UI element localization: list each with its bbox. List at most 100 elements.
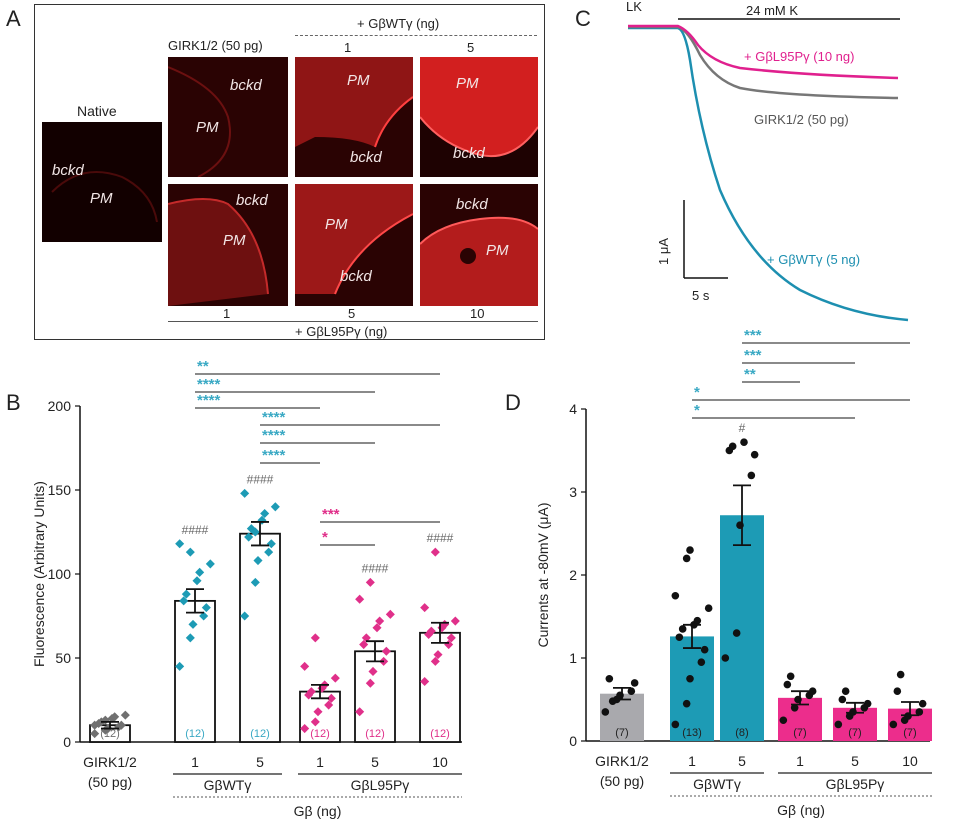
data-point xyxy=(841,687,850,695)
wt-dose-1: 1 xyxy=(344,40,352,55)
significance-label: ** xyxy=(744,366,756,383)
wt1-top-bckd: bckd xyxy=(350,149,382,166)
data-point xyxy=(740,438,748,446)
y-tick-label: 150 xyxy=(48,482,72,498)
data-point xyxy=(750,450,759,459)
data-point xyxy=(915,708,924,716)
data-point xyxy=(355,594,365,604)
lk-label: LK xyxy=(626,0,642,14)
micrograph-wt1-top: PM bckd xyxy=(295,57,413,177)
hash-label: # xyxy=(739,421,746,435)
trace-l95 xyxy=(628,24,899,80)
l95-10-bckd: bckd xyxy=(456,196,488,213)
bar xyxy=(239,532,281,743)
data-point xyxy=(704,604,713,612)
chart-d: 0 1 2 3 4 Currents at -80mV (μA) (7) (13) (8) # (7… xyxy=(535,330,932,818)
data-point xyxy=(675,633,684,642)
data-point xyxy=(682,699,691,708)
group-wt-label: GβWTγ xyxy=(204,777,252,793)
data-point xyxy=(365,577,375,587)
l95-5-bckd: bckd xyxy=(340,268,372,285)
micrograph-l95-1: bckd PM xyxy=(168,184,288,306)
data-point xyxy=(310,717,320,727)
data-point xyxy=(834,720,843,729)
panel-c-letter: C xyxy=(575,6,591,31)
data-point xyxy=(324,700,334,710)
k-label: 24 mM K xyxy=(746,3,799,18)
y-tick-label: 1 xyxy=(569,650,577,666)
data-point xyxy=(446,633,456,643)
l95-dose-5: 5 xyxy=(348,306,356,321)
significance-label: *** xyxy=(322,506,340,523)
panel-d-letter: D xyxy=(505,390,521,415)
panel-c-traces xyxy=(628,18,909,322)
data-point xyxy=(693,616,702,625)
micrograph-girk-top: bckd PM xyxy=(168,57,288,177)
l95-5-pm: PM xyxy=(325,216,348,233)
n-label: (12) xyxy=(365,728,385,740)
data-point xyxy=(192,576,202,586)
significance-label: * xyxy=(694,384,700,401)
data-point xyxy=(838,695,847,704)
girk-top-pm: PM xyxy=(196,119,219,136)
native-label: Native xyxy=(77,103,117,119)
wt-trace-label: + GβWTγ (5 ng) xyxy=(767,252,861,267)
y-tick-label: 3 xyxy=(569,484,577,500)
chart-b: 0 50 100 150 200 Fluorescence (Arbitrary Unit… xyxy=(31,358,462,819)
n-label: (13) xyxy=(682,727,702,739)
data-point xyxy=(728,442,737,451)
y-tick-label: 50 xyxy=(55,650,71,666)
data-point xyxy=(310,633,320,643)
n-label: (7) xyxy=(903,727,916,739)
native-bckd-label: bckd xyxy=(52,162,84,179)
l95-dose-10: 10 xyxy=(470,306,485,321)
data-point xyxy=(893,687,902,695)
data-point xyxy=(313,707,323,717)
data-point xyxy=(779,716,788,725)
scale-y-label: 1 μA xyxy=(656,237,672,266)
data-point xyxy=(300,661,310,671)
control-label-line2: (50 pg) xyxy=(600,773,644,789)
x-axis-label: Gβ (ng) xyxy=(777,802,825,818)
data-point xyxy=(205,559,215,569)
micrograph-native: bckd PM xyxy=(42,122,162,242)
control-label-line2: (50 pg) xyxy=(88,774,132,790)
data-point xyxy=(372,623,382,633)
data-point xyxy=(678,625,687,633)
wt1-top-pm: PM xyxy=(347,72,370,89)
n-label: (12) xyxy=(185,728,205,740)
data-point xyxy=(326,693,336,703)
data-point xyxy=(361,633,371,643)
data-point xyxy=(375,616,385,626)
hash-label: #### xyxy=(182,523,209,537)
native-pm-label: PM xyxy=(90,190,113,207)
scale-x-label: 5 s xyxy=(692,288,710,303)
data-point xyxy=(240,611,250,621)
micrograph-wt5-top: PM bckd xyxy=(420,57,538,177)
hash-label: #### xyxy=(427,531,454,545)
n-label: (12) xyxy=(100,728,120,740)
wt-dose-5: 5 xyxy=(467,40,475,55)
n-label: (12) xyxy=(430,728,450,740)
y-axis-label: Fluorescence (Arbitrary Units) xyxy=(31,481,47,667)
n-label: (7) xyxy=(848,727,861,739)
girk-label: GIRK1/2 (50 pg) xyxy=(168,38,263,53)
y-tick-label: 4 xyxy=(569,401,577,417)
bar xyxy=(720,515,764,741)
data-point xyxy=(790,704,799,712)
bar xyxy=(419,631,461,743)
data-point xyxy=(175,661,185,671)
n-label: (7) xyxy=(615,727,628,739)
data-point xyxy=(185,547,195,557)
wt5-top-bckd: bckd xyxy=(453,145,485,162)
x-tick-label: 1 xyxy=(191,754,199,770)
wt-header-line xyxy=(295,35,537,36)
trace-girk xyxy=(628,25,899,100)
data-point xyxy=(430,547,440,557)
significance-label: **** xyxy=(262,447,286,464)
data-point xyxy=(433,650,443,660)
significance-label: **** xyxy=(197,376,221,393)
data-point xyxy=(270,502,280,512)
data-point xyxy=(368,666,378,676)
x-tick-label: 1 xyxy=(796,753,804,769)
